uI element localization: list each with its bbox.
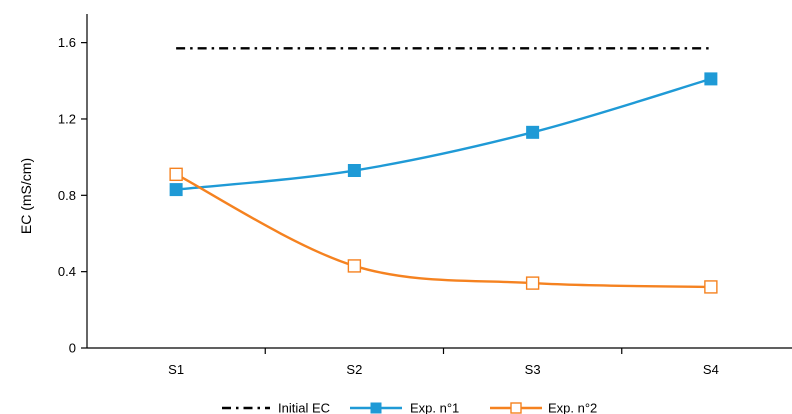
x-tick-label: S1 <box>168 362 184 377</box>
y-axis-title: EC (mS/cm) <box>18 158 34 234</box>
axes <box>86 14 792 349</box>
y-tick-label: 0.8 <box>58 188 76 203</box>
data-point-exp-n-2 <box>347 259 362 273</box>
series-exp-n-1 <box>169 72 718 197</box>
x-tick-label: S2 <box>346 362 362 377</box>
x-tick-label: S4 <box>703 362 719 377</box>
x-ticks: S1 S2 S3 S4 <box>168 348 719 377</box>
legend-label-initial-ec: Initial EC <box>278 401 330 414</box>
series-line-exp-n-1 <box>175 77 712 191</box>
legend-label-exp-n-2: Exp. n°2 <box>548 401 597 414</box>
data-point-exp-n-2 <box>704 280 718 294</box>
y-tick-label: 1.2 <box>58 111 76 126</box>
legend-label-exp-n-1: Exp. n°1 <box>410 401 459 414</box>
y-ticks: 0 0.4 0.8 1.2 1.6 <box>58 35 87 356</box>
data-point-exp-n-2 <box>169 167 183 182</box>
data-point-exp-n-1 <box>526 125 540 139</box>
data-point-exp-n-1 <box>169 183 183 197</box>
y-tick-label: 0.4 <box>58 264 76 279</box>
legend: Initial EC Exp. n°1 Exp. n°2 <box>222 401 597 414</box>
y-tick-label: 0 <box>69 341 76 356</box>
data-point-exp-n-1 <box>704 72 718 86</box>
data-point-exp-n-1 <box>347 164 361 178</box>
x-tick-label: S3 <box>525 362 541 377</box>
legend-marker-exp-n-2 <box>510 402 522 414</box>
series-layer <box>169 72 718 294</box>
series-line-exp-n-2 <box>175 173 711 289</box>
data-point-exp-n-2 <box>525 276 540 290</box>
series-exp-n-2 <box>169 167 718 294</box>
legend-marker-exp-n-1 <box>370 402 382 414</box>
y-tick-label: 1.6 <box>58 35 76 50</box>
